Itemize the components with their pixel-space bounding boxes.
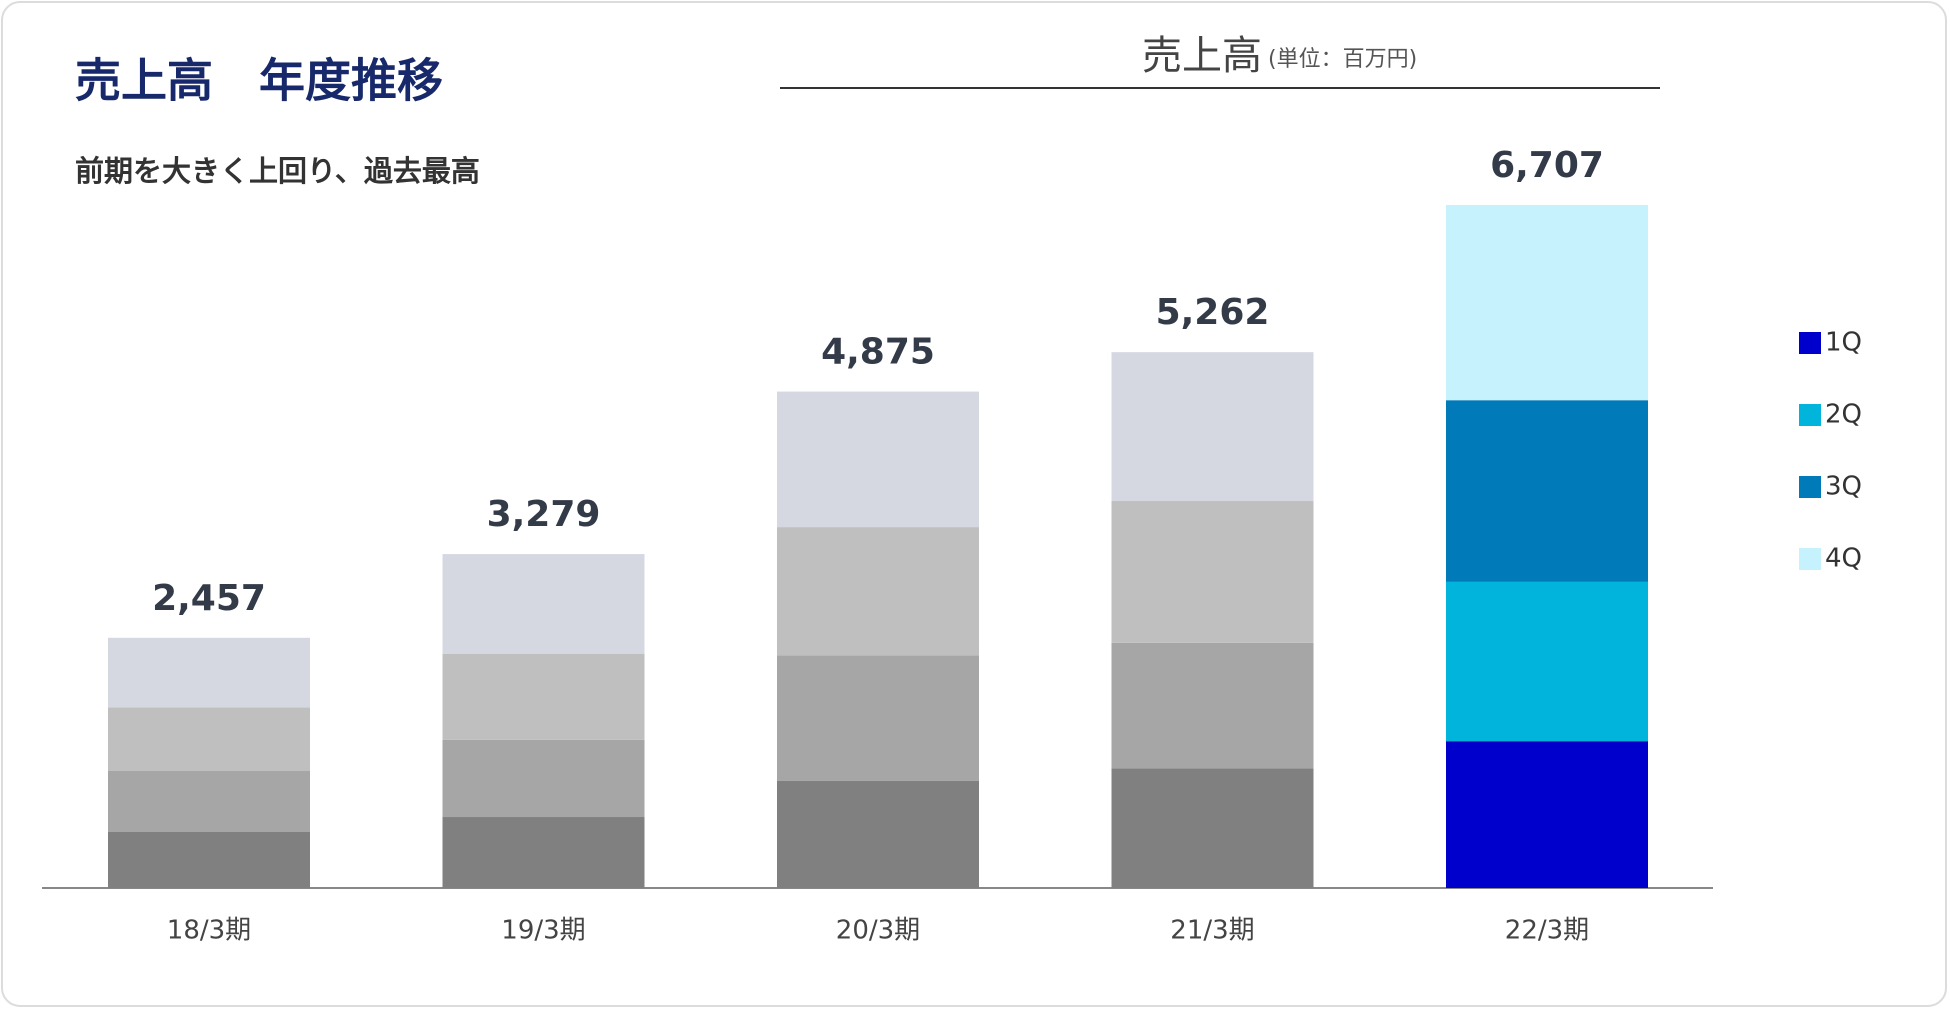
bar-segment xyxy=(1446,581,1648,742)
total-label: 3,279 xyxy=(487,494,601,535)
total-label: 4,875 xyxy=(821,332,935,373)
bar-segment xyxy=(442,739,645,818)
x-tick-label: 21/3期 xyxy=(1170,916,1254,946)
bar-segment xyxy=(108,831,310,888)
x-tick-label: 19/3期 xyxy=(501,916,585,946)
x-tick-label: 22/3期 xyxy=(1505,916,1589,946)
total-label: 6,707 xyxy=(1490,145,1604,186)
bar-segment xyxy=(442,817,645,888)
x-tick-label: 18/3期 xyxy=(167,916,251,946)
bar-segment xyxy=(777,527,979,656)
legend-label: 2Q xyxy=(1825,400,1862,430)
bar-segment xyxy=(1446,205,1648,401)
bar-segment xyxy=(442,653,645,740)
total-label: 2,457 xyxy=(152,578,266,619)
legend-swatch xyxy=(1799,548,1821,570)
bar-segment xyxy=(108,707,310,771)
bar-segment xyxy=(442,554,645,654)
legend-label: 1Q xyxy=(1825,328,1862,358)
chart-title: 売上高 xyxy=(1142,33,1262,79)
total-label: 5,262 xyxy=(1156,292,1270,333)
page-title: 売上高 年度推移 xyxy=(75,54,443,108)
bar-segment xyxy=(777,780,979,888)
bar-segment xyxy=(108,637,310,708)
page-subtitle: 前期を大きく上回り、過去最高 xyxy=(75,154,480,188)
legend-swatch xyxy=(1799,404,1821,426)
bar-segment xyxy=(777,391,979,528)
legend-label: 3Q xyxy=(1825,472,1862,502)
bar-segment xyxy=(1111,352,1314,502)
bar-segment xyxy=(1111,501,1314,643)
chart-unit: (単位：百万円) xyxy=(1268,47,1417,72)
legend-swatch xyxy=(1799,476,1821,498)
legend-label: 4Q xyxy=(1825,544,1862,574)
bar-segment xyxy=(1111,768,1314,888)
x-tick-label: 20/3期 xyxy=(836,916,920,946)
bar-segment xyxy=(1446,400,1648,582)
bar-segment xyxy=(1446,741,1648,888)
legend-swatch xyxy=(1799,332,1821,354)
bar-segment xyxy=(108,770,310,832)
bar-segment xyxy=(1111,642,1314,769)
bar-segment xyxy=(777,655,979,781)
